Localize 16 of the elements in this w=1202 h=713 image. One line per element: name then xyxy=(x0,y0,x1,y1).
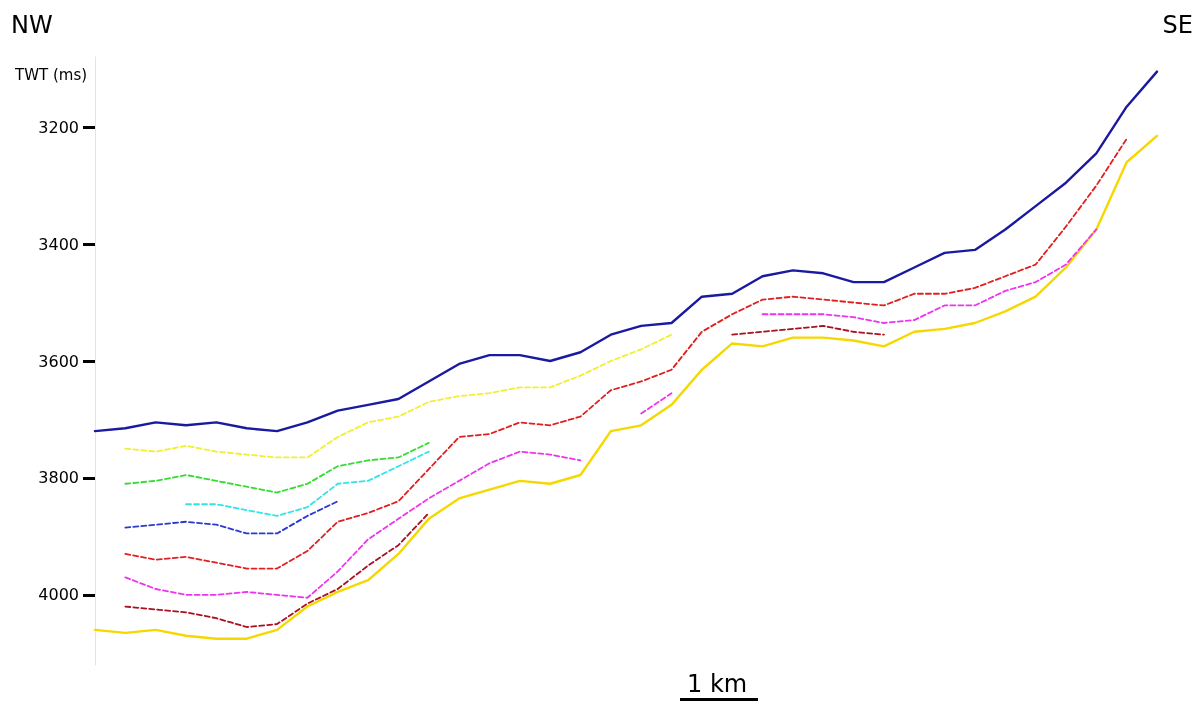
y-tick-label: 3200 xyxy=(38,117,79,137)
text: 1 km xyxy=(687,670,748,698)
line-series xyxy=(185,450,430,517)
y-tick-label: 3400 xyxy=(38,234,79,254)
line-series xyxy=(124,500,339,535)
line-series xyxy=(124,333,673,459)
line-series xyxy=(93,134,1159,640)
text: NW xyxy=(11,11,53,39)
line-series xyxy=(93,70,1159,433)
y-tick-label: 4000 xyxy=(38,585,79,605)
y-axis-title: TWT (ms) xyxy=(14,65,88,84)
text: SE xyxy=(1162,11,1194,39)
y-tick-label: 3800 xyxy=(38,468,79,488)
y-tick-label: 3600 xyxy=(38,351,79,371)
line-series xyxy=(124,137,1128,570)
line-series xyxy=(124,441,430,494)
